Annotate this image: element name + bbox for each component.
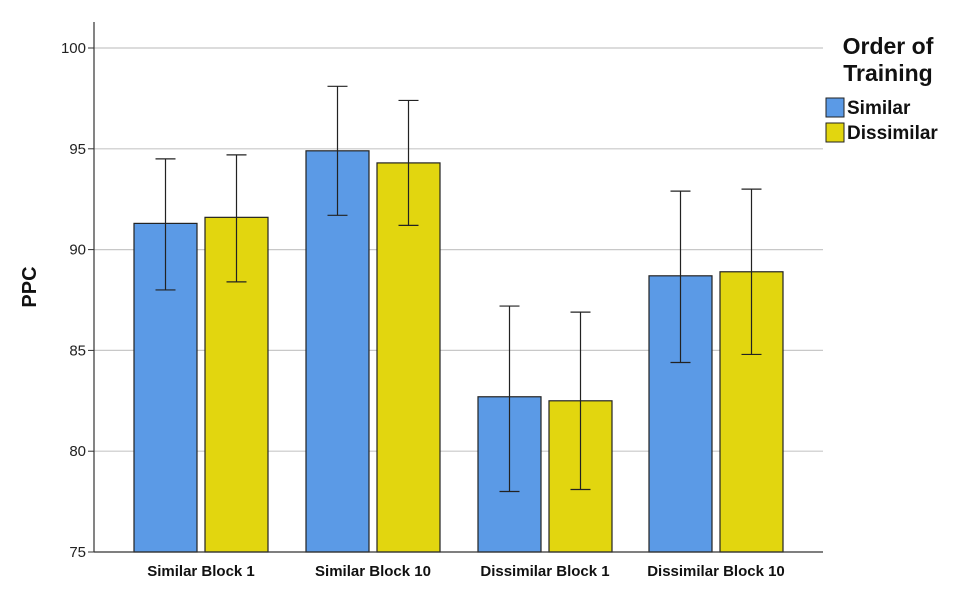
x-tick-label-3: Dissimilar Block 1 [480,563,609,580]
y-tick-label-80: 80 [69,443,86,460]
grid-lines [94,47,823,452]
error-bar-dissimilar-3 [570,311,591,491]
legend-label-dissimilar: Dissimilar [847,123,938,144]
error-bar-similar-3 [499,305,520,493]
x-tick-label-2: Similar Block 10 [315,563,431,580]
legend-label-similar: Similar [847,98,911,119]
error-bar-dissimilar-4 [741,188,762,356]
y-axis-label: PPC [19,266,41,307]
error-bar-dissimilar-1 [226,154,247,283]
x-tick-label-1: Similar Block 1 [147,563,255,580]
y-tick-label-100: 100 [61,40,86,57]
y-tick-label-95: 95 [69,141,86,158]
error-bar-similar-2 [327,85,348,216]
y-tick-label-85: 85 [69,342,86,359]
bars [133,150,784,553]
legend-title-line-1: Order of [843,33,934,59]
y-tick-label-90: 90 [69,242,86,259]
y-tick-label-75: 75 [69,544,86,561]
error-bar-similar-1 [155,158,176,291]
axes [88,22,823,553]
legend-swatch-dissimilar [825,122,845,143]
error-bar-similar-4 [670,190,691,364]
legend-swatch-similar [825,97,845,118]
axis-labels: 75 80 85 90 95 100 Similar Block 1 Similar Bloc… [19,40,785,580]
error-bars [155,85,762,493]
x-tick-label-4: Dissimilar Block 10 [647,563,785,580]
error-bar-dissimilar-2 [398,99,419,227]
legend-title-line-2: Training [843,60,932,86]
